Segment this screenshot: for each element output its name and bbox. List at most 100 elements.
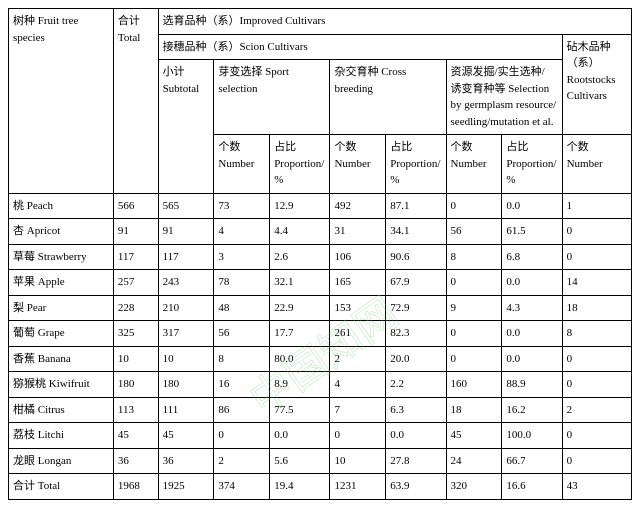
cell-ss_num: 2 xyxy=(214,448,270,474)
cell-ss_num: 4 xyxy=(214,219,270,245)
cell-cb_prop: 63.9 xyxy=(386,474,446,500)
cell-sg_prop: 61.5 xyxy=(502,219,562,245)
cell-ss_prop: 32.1 xyxy=(270,270,330,296)
cell-cb_prop: 27.8 xyxy=(386,448,446,474)
cell-ss_num: 0 xyxy=(214,423,270,449)
table-row: 荔枝 Litchi454500.000.045100.00 xyxy=(9,423,632,449)
cell-sg_num: 0 xyxy=(446,346,502,372)
header-cross-breeding: 杂交育种 Cross breeding xyxy=(330,60,446,135)
cell-total: 180 xyxy=(113,372,158,398)
cell-ss_prop: 2.6 xyxy=(270,244,330,270)
cell-sg_prop: 6.8 xyxy=(502,244,562,270)
cell-sg_num: 160 xyxy=(446,372,502,398)
cultivar-table: 树种 Fruit tree species 合计 Total 选育品种（系）Im… xyxy=(8,8,632,500)
cell-total: 257 xyxy=(113,270,158,296)
cell-ss_num: 8 xyxy=(214,346,270,372)
cell-cb_prop: 0.0 xyxy=(386,423,446,449)
cell-subtotal: 91 xyxy=(158,219,214,245)
cell-cb_prop: 67.9 xyxy=(386,270,446,296)
cell-sg_num: 24 xyxy=(446,448,502,474)
cell-cb_num: 31 xyxy=(330,219,386,245)
cell-sg_num: 45 xyxy=(446,423,502,449)
cell-cb_prop: 90.6 xyxy=(386,244,446,270)
cell-root_num: 14 xyxy=(562,270,631,296)
cell-total: 566 xyxy=(113,193,158,219)
cell-subtotal: 317 xyxy=(158,321,214,347)
cell-sg_prop: 0.0 xyxy=(502,270,562,296)
table-row: 香蕉 Banana1010880.0220.000.00 xyxy=(9,346,632,372)
cell-total: 91 xyxy=(113,219,158,245)
cell-subtotal: 36 xyxy=(158,448,214,474)
cell-root_num: 0 xyxy=(562,423,631,449)
cell-total: 45 xyxy=(113,423,158,449)
cell-sg_prop: 4.3 xyxy=(502,295,562,321)
cell-subtotal: 111 xyxy=(158,397,214,423)
cell-root_num: 0 xyxy=(562,346,631,372)
cell-total: 325 xyxy=(113,321,158,347)
table-row: 葡萄 Grape3253175617.726182.300.08 xyxy=(9,321,632,347)
cell-cb_num: 153 xyxy=(330,295,386,321)
cell-cb_prop: 34.1 xyxy=(386,219,446,245)
cell-sg_prop: 66.7 xyxy=(502,448,562,474)
cell-species: 桃 Peach xyxy=(9,193,114,219)
cell-ss_prop: 12.9 xyxy=(270,193,330,219)
header-species: 树种 Fruit tree species xyxy=(9,9,114,194)
cell-root_num: 1 xyxy=(562,193,631,219)
header-ss-number: 个数 Number xyxy=(214,135,270,194)
cell-cb_num: 261 xyxy=(330,321,386,347)
cell-species: 杏 Apricot xyxy=(9,219,114,245)
cell-sg_prop: 100.0 xyxy=(502,423,562,449)
table-row: 杏 Apricot919144.43134.15661.50 xyxy=(9,219,632,245)
cell-ss_prop: 80.0 xyxy=(270,346,330,372)
cell-sg_num: 320 xyxy=(446,474,502,500)
cell-root_num: 18 xyxy=(562,295,631,321)
cell-total: 113 xyxy=(113,397,158,423)
cell-ss_num: 86 xyxy=(214,397,270,423)
cell-ss_prop: 17.7 xyxy=(270,321,330,347)
header-cb-number: 个数 Number xyxy=(330,135,386,194)
cell-sg_prop: 0.0 xyxy=(502,346,562,372)
table-row: 柑橘 Citrus1131118677.576.31816.22 xyxy=(9,397,632,423)
cell-total: 10 xyxy=(113,346,158,372)
cell-cb_prop: 20.0 xyxy=(386,346,446,372)
cell-root_num: 0 xyxy=(562,448,631,474)
table-row: 梨 Pear2282104822.915372.994.318 xyxy=(9,295,632,321)
table-header: 树种 Fruit tree species 合计 Total 选育品种（系）Im… xyxy=(9,9,632,194)
header-rootstock: 砧木品种（系） Rootstocks Cultivars xyxy=(562,34,631,135)
cell-sg_prop: 0.0 xyxy=(502,321,562,347)
cell-ss_num: 16 xyxy=(214,372,270,398)
cell-subtotal: 117 xyxy=(158,244,214,270)
cell-cb_num: 1231 xyxy=(330,474,386,500)
cell-ss_num: 374 xyxy=(214,474,270,500)
table-wrap: 中国知网 { "table": { "border_color": "#0000… xyxy=(8,8,632,500)
cell-sg_prop: 16.6 xyxy=(502,474,562,500)
table-row: 桃 Peach5665657312.949287.100.01 xyxy=(9,193,632,219)
cell-ss_num: 48 xyxy=(214,295,270,321)
cell-ss_prop: 22.9 xyxy=(270,295,330,321)
table-row: 苹果 Apple2572437832.116567.900.014 xyxy=(9,270,632,296)
cell-cb_prop: 6.3 xyxy=(386,397,446,423)
cell-subtotal: 565 xyxy=(158,193,214,219)
cell-cb_num: 492 xyxy=(330,193,386,219)
header-sport-selection: 芽变选择 Sport selection xyxy=(214,60,330,135)
cell-subtotal: 1925 xyxy=(158,474,214,500)
cell-sg_num: 0 xyxy=(446,193,502,219)
header-sg-proportion: 占比 Proportion/ % xyxy=(502,135,562,194)
cell-sg_num: 8 xyxy=(446,244,502,270)
cell-sg_prop: 88.9 xyxy=(502,372,562,398)
cell-species: 苹果 Apple xyxy=(9,270,114,296)
cell-sg_prop: 0.0 xyxy=(502,193,562,219)
cell-species: 猕猴桃 Kiwifruit xyxy=(9,372,114,398)
cell-root_num: 0 xyxy=(562,219,631,245)
table-row: 龙眼 Longan363625.61027.82466.70 xyxy=(9,448,632,474)
cell-root_num: 0 xyxy=(562,372,631,398)
cell-cb_num: 165 xyxy=(330,270,386,296)
table-row: 合计 Total1968192537419.4123163.932016.643 xyxy=(9,474,632,500)
cell-subtotal: 10 xyxy=(158,346,214,372)
header-root-number: 个数 Number xyxy=(562,135,631,194)
table-row: 草莓 Strawberry11711732.610690.686.80 xyxy=(9,244,632,270)
cell-root_num: 0 xyxy=(562,244,631,270)
cell-cb_prop: 72.9 xyxy=(386,295,446,321)
cell-ss_prop: 77.5 xyxy=(270,397,330,423)
header-sg-number: 个数 Number xyxy=(446,135,502,194)
